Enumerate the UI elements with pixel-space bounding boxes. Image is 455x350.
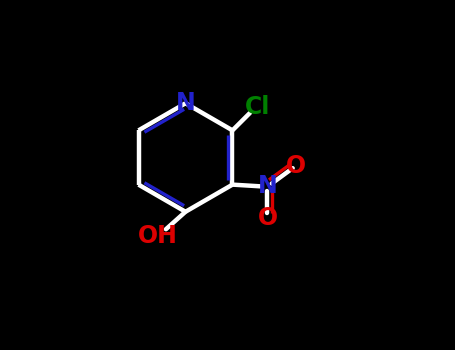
Text: Cl: Cl [245,94,270,119]
Text: N: N [176,91,195,115]
Text: OH: OH [138,224,178,247]
Text: N: N [258,174,278,198]
Text: O: O [258,206,278,230]
Text: O: O [286,154,306,178]
